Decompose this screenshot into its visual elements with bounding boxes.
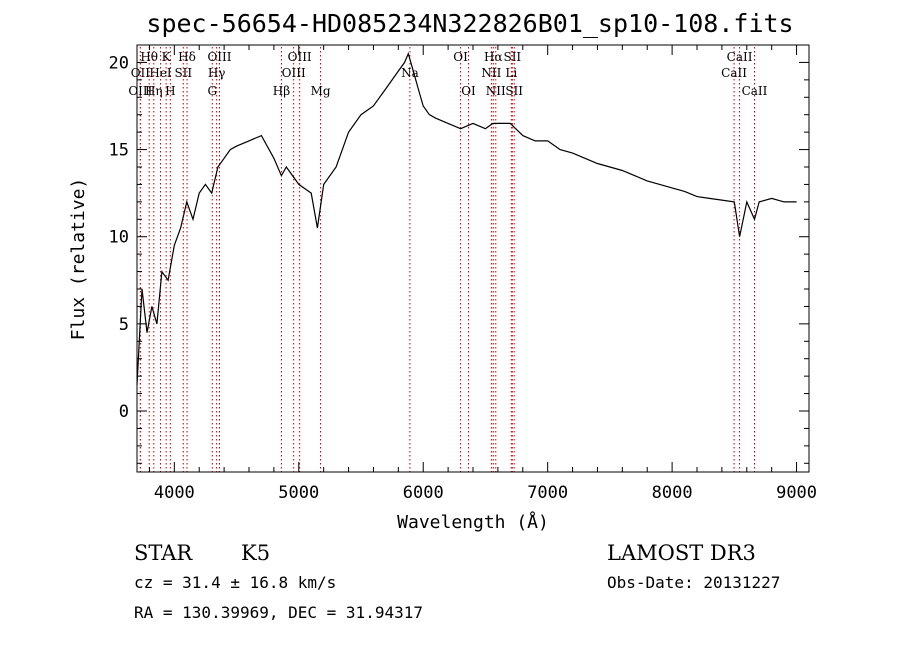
x-tick-label: 4000 bbox=[154, 483, 195, 503]
spectral-line-label: CaII bbox=[727, 50, 753, 64]
spectral-line-label: SII bbox=[503, 50, 521, 64]
y-tick-label: 10 bbox=[109, 228, 129, 248]
y-tick-label: 15 bbox=[109, 141, 129, 161]
spectral-line-label: Hα bbox=[484, 50, 503, 64]
spectral-line-label: SII bbox=[174, 66, 192, 80]
spectral-line-label: HeI bbox=[149, 66, 172, 80]
x-axis: 4000 5000 6000 7000 8000 9000 bbox=[148, 45, 817, 503]
spectral-line-label: NII bbox=[486, 84, 506, 98]
spectral-line-label: SII bbox=[505, 84, 523, 98]
plot-frame bbox=[136, 44, 810, 473]
chart-title: spec-56654-HD085234N322826B01_sp10-108.f… bbox=[146, 9, 793, 38]
survey-name: LAMOST DR3 bbox=[607, 541, 756, 565]
spectral-line-label: K bbox=[162, 50, 172, 64]
spectral-line-label: Hβ bbox=[273, 84, 290, 98]
x-axis-label: Wavelength (Å) bbox=[397, 511, 549, 533]
y-tick-label: 20 bbox=[109, 53, 129, 73]
spectrum-series-line bbox=[136, 51, 797, 385]
spectral-line-markers bbox=[139, 47, 755, 472]
spectral-line-label: NII bbox=[481, 66, 501, 80]
spectral-line-label: OIII bbox=[282, 66, 306, 80]
object-class: STAR bbox=[134, 541, 193, 565]
spectral-line-label: OIII bbox=[128, 84, 152, 98]
spectral-line-label: Mg bbox=[311, 84, 331, 98]
spectral-line-label: OI bbox=[453, 50, 468, 64]
spectral-line-label: Li bbox=[505, 66, 517, 80]
spectral-line-label: Hθ bbox=[140, 50, 158, 64]
spectral-line-label: Hη bbox=[145, 84, 163, 98]
redshift-readout: cz = 31.4 ± 16.8 km/s bbox=[134, 573, 336, 592]
spectral-line-label: Hδ bbox=[178, 50, 196, 64]
x-tick-label: 7000 bbox=[527, 483, 568, 503]
spectral-line-label: OIII bbox=[207, 50, 231, 64]
coordinates-readout: RA = 130.39969, DEC = 31.94317 bbox=[134, 603, 423, 622]
spectral-line-label: G bbox=[207, 84, 217, 98]
x-tick-label: 6000 bbox=[403, 483, 444, 503]
spectral-line-label: CaII bbox=[721, 66, 747, 80]
y-tick-label: 0 bbox=[119, 402, 129, 422]
spectral-line-label: OII bbox=[131, 66, 151, 80]
spectral-line-label: Hγ bbox=[208, 66, 226, 80]
spectral-line-label: OI bbox=[461, 84, 476, 98]
y-axis-label: Flux (relative) bbox=[68, 178, 89, 341]
y-axis: 0 5 10 15 20 bbox=[109, 44, 809, 464]
x-tick-label: 9000 bbox=[776, 483, 817, 503]
observation-date: Obs-Date: 20131227 bbox=[607, 573, 780, 592]
spectral-subclass: K5 bbox=[241, 541, 270, 565]
x-tick-label: 8000 bbox=[652, 483, 693, 503]
y-tick-label: 5 bbox=[119, 315, 129, 335]
spectral-line-label: CaII bbox=[742, 84, 768, 98]
x-tick-label: 5000 bbox=[278, 483, 319, 503]
spectral-line-label: H bbox=[165, 84, 175, 98]
spectral-line-label: Na bbox=[401, 66, 419, 80]
spectral-line-label: OIII bbox=[288, 50, 312, 64]
